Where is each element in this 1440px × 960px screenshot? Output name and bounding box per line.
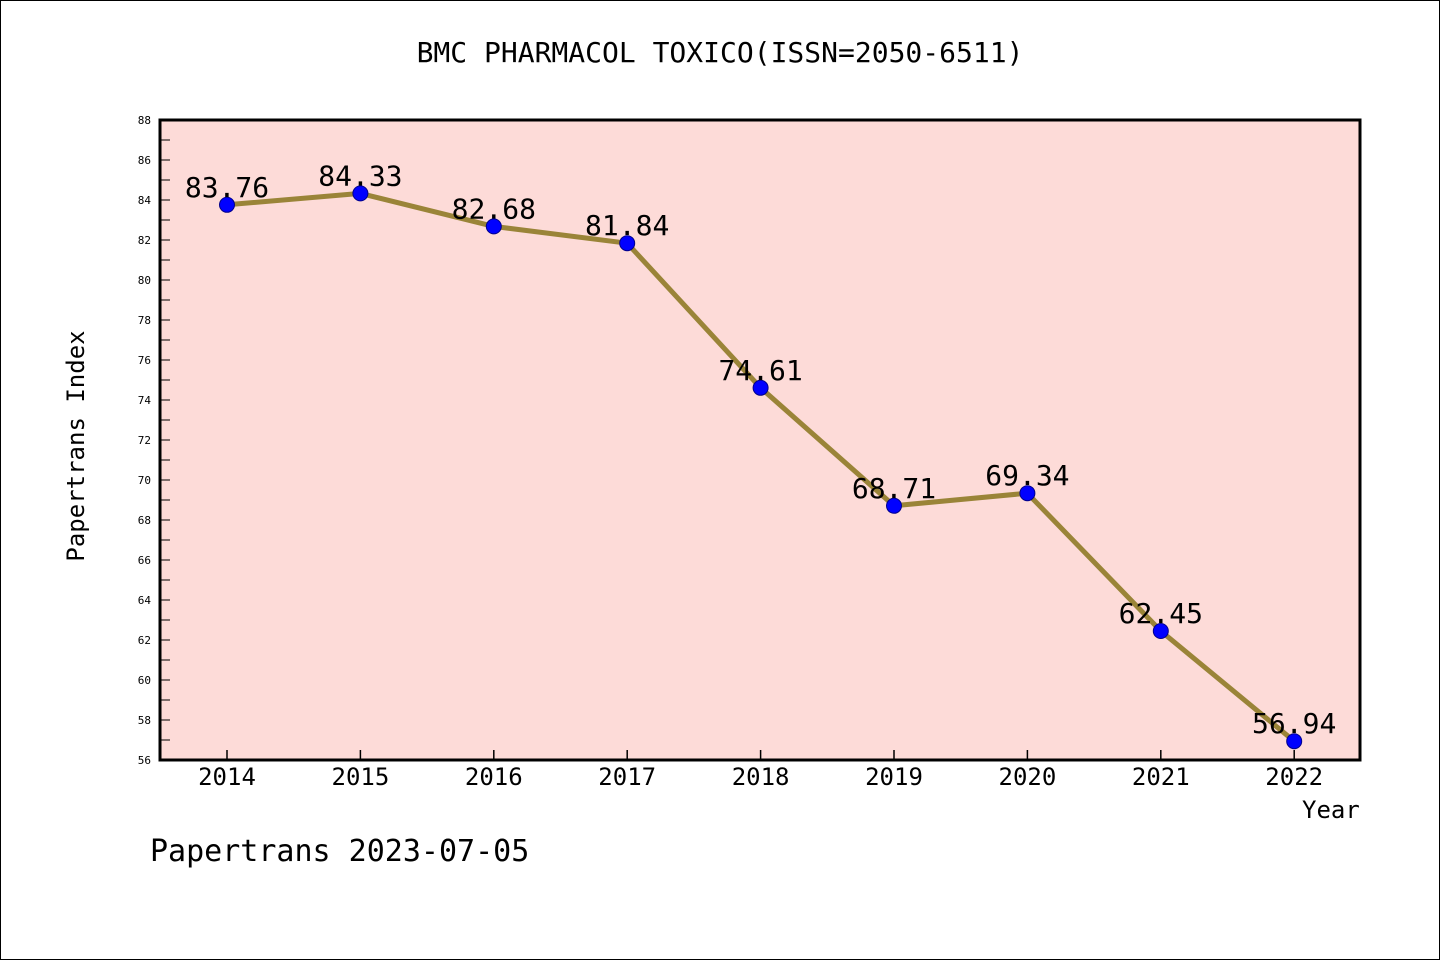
footer-note: Papertrans 2023-07-05 xyxy=(150,834,530,869)
data-label: 74.61 xyxy=(718,354,802,387)
chart-title: BMC PHARMACOL TOXICO(ISSN=2050-6511) xyxy=(416,36,1024,69)
x-axis-label: Year xyxy=(1302,796,1360,824)
y-tick-label: 78 xyxy=(138,314,151,327)
x-tick-label: 2014 xyxy=(198,763,256,791)
data-point xyxy=(752,379,769,396)
plot-area xyxy=(160,120,1360,760)
y-tick-label: 84 xyxy=(138,194,152,207)
data-point xyxy=(352,185,369,202)
data-point xyxy=(1019,485,1036,502)
data-label: 68.71 xyxy=(852,472,936,505)
x-tick-label: 2019 xyxy=(865,763,923,791)
y-tick-label: 74 xyxy=(138,394,152,407)
data-label: 84.33 xyxy=(318,159,402,192)
y-axis-label: Papertrans Index xyxy=(62,330,90,562)
x-tick-label: 2017 xyxy=(598,763,656,791)
data-point xyxy=(1152,623,1169,639)
x-tick-label: 2016 xyxy=(465,763,523,791)
y-tick-label: 72 xyxy=(138,434,151,447)
y-tick-label: 58 xyxy=(138,714,151,727)
x-tick-label: 2021 xyxy=(1132,763,1190,791)
y-tick-label: 64 xyxy=(138,594,152,607)
x-tick-label: 2020 xyxy=(999,763,1057,791)
x-tick-label: 2018 xyxy=(732,763,790,791)
x-tick-label: 2015 xyxy=(332,763,390,791)
y-tick-label: 80 xyxy=(138,274,151,287)
y-tick-label: 86 xyxy=(138,154,151,167)
plot-border xyxy=(158,118,1362,762)
data-label: 81.84 xyxy=(585,209,669,242)
x-tick-label: 2022 xyxy=(1265,763,1323,791)
y-tick-label: 82 xyxy=(138,234,151,247)
y-tick-label: 56 xyxy=(138,754,151,767)
y-tick-label: 76 xyxy=(138,354,151,367)
data-label: 56.94 xyxy=(1252,707,1336,740)
y-tick-label: 66 xyxy=(138,554,151,567)
data-point xyxy=(1286,733,1303,750)
data-label: 69.34 xyxy=(985,459,1069,492)
y-tick-label: 70 xyxy=(138,474,151,487)
data-point xyxy=(886,497,902,514)
data-label: 83.76 xyxy=(185,171,269,204)
data-label: 62.45 xyxy=(1119,597,1203,630)
data-point xyxy=(485,218,502,235)
data-point xyxy=(619,235,636,252)
y-tick-label: 88 xyxy=(138,114,151,127)
data-label: 82.68 xyxy=(452,192,536,225)
y-tick-label: 60 xyxy=(138,674,151,687)
y-tick-label: 62 xyxy=(138,634,151,647)
data-point xyxy=(219,196,235,213)
y-tick-label: 68 xyxy=(138,514,151,527)
